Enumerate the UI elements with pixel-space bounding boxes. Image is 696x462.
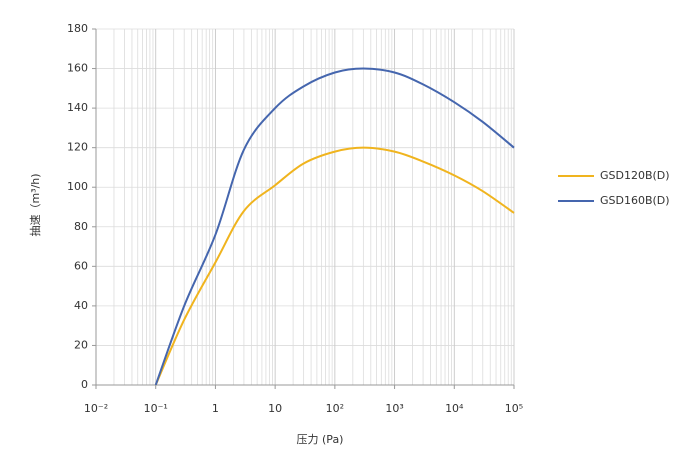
legend-label: GSD120B(D) bbox=[600, 169, 670, 182]
y-tick-label: 140 bbox=[67, 101, 88, 114]
x-tick-label: 10² bbox=[326, 402, 344, 415]
y-tick-label: 40 bbox=[74, 299, 88, 312]
series-line bbox=[154, 146, 515, 386]
legend-label: GSD160B(D) bbox=[600, 194, 670, 207]
y-tick-label: 160 bbox=[67, 62, 88, 75]
x-tick-label: 10⁻² bbox=[84, 402, 108, 415]
y-tick-label: 60 bbox=[74, 259, 88, 272]
y-axis-label: 抽速（m³/h) bbox=[28, 173, 42, 236]
x-tick-label: 10 bbox=[268, 402, 282, 415]
y-tick-label: 180 bbox=[67, 22, 88, 35]
y-tick-label: 80 bbox=[74, 220, 88, 233]
series-line bbox=[154, 67, 515, 386]
x-tick-label: 10³ bbox=[385, 402, 403, 415]
x-axis-label: 压力 (Pa) bbox=[297, 433, 344, 446]
x-tick-label: 10⁵ bbox=[505, 402, 523, 415]
x-tick-label: 1 bbox=[212, 402, 219, 415]
x-tick-label: 10⁻¹ bbox=[144, 402, 168, 415]
x-tick-label: 10⁴ bbox=[445, 402, 464, 415]
y-tick-label: 0 bbox=[81, 378, 88, 391]
y-tick-label: 100 bbox=[67, 180, 88, 193]
y-tick-label: 20 bbox=[74, 338, 88, 351]
y-tick-label: 120 bbox=[67, 141, 88, 154]
